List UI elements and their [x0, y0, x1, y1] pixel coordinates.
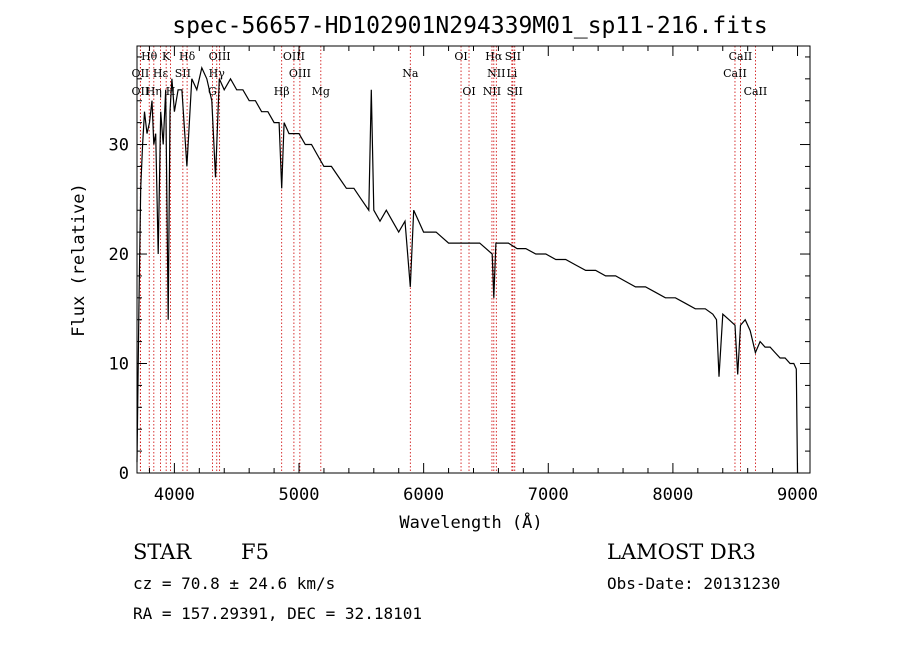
spectral-line-label: SII [175, 67, 191, 80]
spectral-line-label: Hη [146, 85, 162, 98]
y-tick-label: 20 [109, 245, 129, 265]
x-axis-label: Wavelength (Å) [399, 511, 542, 533]
spectral-line-label: CaII [723, 67, 747, 80]
spectral-line-label: G [208, 85, 217, 98]
observation-date: Obs-Date: 20131230 [607, 574, 780, 593]
y-axis-ticks: 0 10 20 30 [109, 56, 810, 484]
spectral-line-label: OII [132, 85, 150, 98]
spectral-line-label: CaII [729, 50, 753, 63]
x-tick-label: 5000 [279, 485, 320, 505]
y-tick-label: 0 [119, 464, 129, 484]
spectral-line-markers [139, 46, 756, 473]
spectral-line-label: OIII [289, 67, 311, 80]
plot-frame [136, 45, 811, 474]
chart-title: spec-56657-HD102901N294339M01_sp11-216.f… [172, 13, 767, 39]
spectral-line-label: Na [402, 67, 419, 80]
spectral-line-label: SII [505, 50, 521, 63]
y-tick-label: 30 [109, 136, 129, 156]
redshift-value: cz = 70.8 ± 24.6 km/s [133, 574, 335, 593]
info-panel: STAR F5 LAMOST DR3 cz = 70.8 ± 24.6 km/s… [133, 540, 780, 623]
x-tick-label: 6000 [403, 485, 444, 505]
spectral-line-label: Hθ [141, 50, 158, 63]
spectral-line-label: K [162, 50, 171, 63]
x-tick-label: 4000 [154, 485, 195, 505]
x-tick-label: 8000 [652, 485, 693, 505]
spectral-line-label: OIII [209, 50, 231, 63]
x-tick-label: 9000 [777, 485, 818, 505]
spectral-line-label: OI [454, 50, 467, 63]
spectral-line-label: Hε [153, 67, 169, 80]
spectral-line-label: NII [483, 85, 501, 98]
y-tick-label: 10 [109, 355, 129, 375]
spectral-line-label: SII [507, 85, 523, 98]
spectral-line-label: OIII [283, 50, 305, 63]
spectral-line-label: Hγ [209, 67, 226, 80]
spectrum-series [136, 66, 799, 474]
spectral-line-label: NII [487, 67, 505, 80]
spectrum-line [136, 66, 799, 474]
spectral-line-label: Hδ [179, 50, 196, 63]
spectral-subclass: F5 [241, 540, 269, 564]
spectral-line-label: Hβ [274, 85, 290, 98]
y-axis-label: Flux (relative) [69, 183, 89, 337]
spectral-line-label: OII [132, 67, 150, 80]
survey-name: LAMOST DR3 [607, 540, 756, 564]
spectral-line-label: Li [506, 67, 517, 80]
x-axis-ticks: 4000 5000 6000 7000 8000 9000 [148, 46, 818, 505]
spectral-line-label: Mg [312, 85, 330, 98]
object-class: STAR [133, 540, 192, 564]
coordinates: RA = 157.29391, DEC = 32.18101 [133, 604, 422, 623]
spectral-line-label: Hα [485, 50, 503, 63]
spectral-line-label: OI [462, 85, 475, 98]
x-tick-label: 7000 [528, 485, 569, 505]
spectral-line-label: CaII [744, 85, 768, 98]
spectral-line-label: H [166, 85, 176, 98]
